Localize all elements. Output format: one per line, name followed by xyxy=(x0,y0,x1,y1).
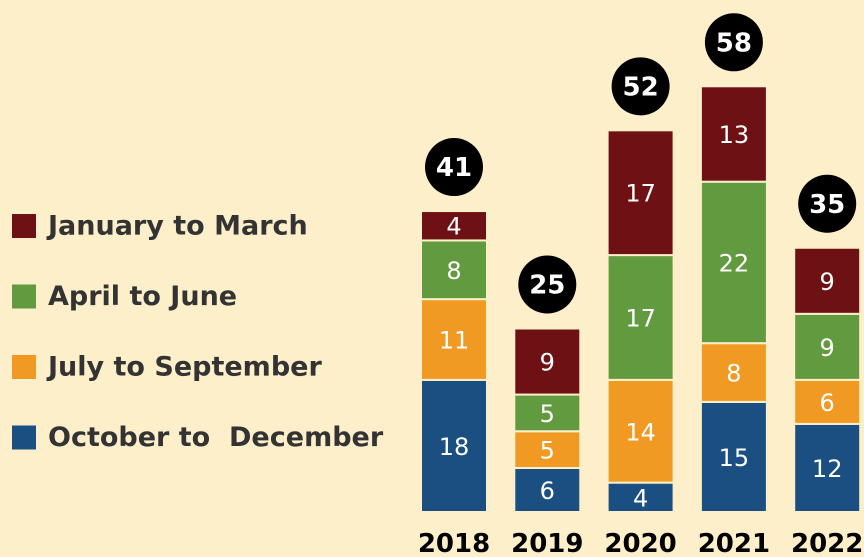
legend-label: October to December xyxy=(48,422,384,453)
segment-label: 13 xyxy=(719,121,750,149)
total-badge xyxy=(518,255,577,314)
segment-label: 5 xyxy=(540,400,555,428)
bar-segment xyxy=(793,246,862,315)
segment-label: 8 xyxy=(446,257,461,285)
segment-label: 12 xyxy=(812,455,843,483)
bar-segment xyxy=(793,312,862,381)
bar-segment xyxy=(513,393,582,433)
segment-label: 4 xyxy=(633,484,648,512)
bar-segment xyxy=(420,298,488,381)
total-label: 35 xyxy=(809,190,845,220)
bar-segment xyxy=(606,378,675,484)
bar-segment xyxy=(699,342,768,403)
bar-segment xyxy=(420,378,488,513)
bar-segment xyxy=(513,327,582,396)
x-tick-label: 2018 xyxy=(418,529,490,557)
legend-label: April to June xyxy=(48,281,237,312)
total-badge xyxy=(611,57,670,116)
bar-segment xyxy=(699,400,768,513)
segment-label: 6 xyxy=(820,389,835,417)
segment-label: 4 xyxy=(446,213,461,241)
segment-label: 8 xyxy=(726,360,741,388)
total-badge xyxy=(798,174,857,233)
bar-segment xyxy=(699,180,768,345)
segment-label: 9 xyxy=(540,349,555,377)
segment-label: 17 xyxy=(625,304,656,332)
legend-label: July to September xyxy=(46,352,322,383)
legend-swatch xyxy=(12,214,36,238)
segment-label: 17 xyxy=(625,180,656,208)
bar-segment xyxy=(606,481,675,514)
segment-label: 9 xyxy=(820,268,835,296)
segment-label: 5 xyxy=(540,437,555,465)
x-tick-label: 2020 xyxy=(604,529,676,557)
bar-segment xyxy=(699,85,768,183)
legend-label: January to March xyxy=(46,211,308,242)
total-badge xyxy=(704,13,763,72)
segment-label: 18 xyxy=(439,433,470,461)
segment-label: 22 xyxy=(719,249,750,277)
total-label: 52 xyxy=(623,72,659,102)
segment-label: 15 xyxy=(719,444,750,472)
x-tick-label: 2019 xyxy=(511,529,583,557)
x-tick-label: 2022 xyxy=(791,529,863,557)
segment-label: 11 xyxy=(439,327,470,355)
x-tick-label: 2021 xyxy=(698,529,770,557)
segment-label: 14 xyxy=(625,418,656,446)
segment-label: 9 xyxy=(820,334,835,362)
bar-segment xyxy=(606,129,675,257)
total-label: 58 xyxy=(716,28,752,58)
legend-swatch xyxy=(12,284,36,309)
legend-swatch xyxy=(12,425,36,450)
bar-segment xyxy=(513,430,582,469)
segment-label: 6 xyxy=(540,477,555,505)
bar-segment xyxy=(420,210,488,242)
total-label: 25 xyxy=(529,271,565,301)
total-label: 41 xyxy=(436,153,472,183)
bar-segment xyxy=(793,422,862,514)
legend-swatch xyxy=(12,355,36,379)
total-badge xyxy=(425,138,483,197)
